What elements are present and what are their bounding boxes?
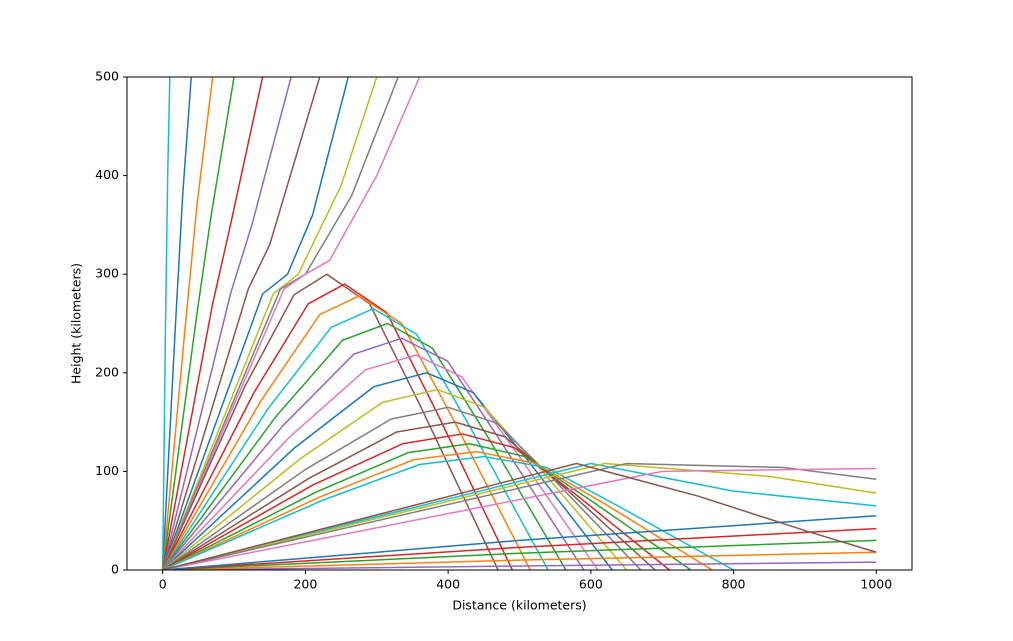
- ray-line: [162, 467, 877, 570]
- x-tick-label: 200: [293, 577, 317, 592]
- plot-area: [161, 77, 877, 570]
- ray-line: [162, 337, 585, 570]
- ray-line: [162, 450, 713, 570]
- ray-line: [162, 283, 514, 570]
- x-tick-label: 800: [722, 577, 746, 592]
- ray-line: [162, 561, 877, 570]
- ray-line: [162, 539, 877, 570]
- ray-line: [161, 77, 421, 570]
- ray-line: [162, 462, 877, 570]
- y-tick-label: 200: [95, 364, 119, 379]
- ray-line: [161, 77, 192, 570]
- x-tick-label: 600: [579, 577, 603, 592]
- ray-line: [162, 462, 877, 570]
- ray-line: [162, 462, 877, 570]
- y-tick-label: 0: [111, 562, 119, 577]
- ray-line: [162, 462, 877, 570]
- x-tick-label: 1000: [860, 577, 892, 592]
- y-tick-label: 400: [95, 167, 119, 182]
- ray-line: [161, 77, 235, 570]
- x-axis-label: Distance (kilometers): [452, 598, 586, 613]
- ray-line: [161, 77, 214, 570]
- ray-line: [161, 77, 264, 570]
- ray-line: [162, 354, 599, 570]
- ray-line: [162, 515, 877, 570]
- ray-line: [161, 77, 171, 570]
- ray-line: [162, 433, 670, 570]
- ray-line: [162, 295, 531, 570]
- ray-line: [162, 421, 656, 570]
- ray-line: [162, 527, 877, 570]
- y-tick-label: 500: [95, 69, 119, 84]
- ray-line: [162, 455, 734, 570]
- x-tick-label: 0: [159, 577, 167, 592]
- ray-line: [161, 77, 321, 570]
- ray-line: [162, 388, 628, 570]
- ray-line: [162, 551, 877, 570]
- y-tick-label: 300: [95, 266, 119, 281]
- ray-line: [161, 77, 349, 570]
- y-tick-label: 100: [95, 463, 119, 478]
- ray-line: [161, 77, 292, 570]
- axes-frame: [126, 76, 913, 571]
- ray-line: [162, 322, 567, 570]
- y-axis-label: Height (kilometers): [69, 263, 84, 384]
- ray-line: [162, 443, 692, 570]
- x-tick-label: 400: [436, 577, 460, 592]
- ray-line: [161, 77, 378, 570]
- ray-line: [161, 273, 499, 570]
